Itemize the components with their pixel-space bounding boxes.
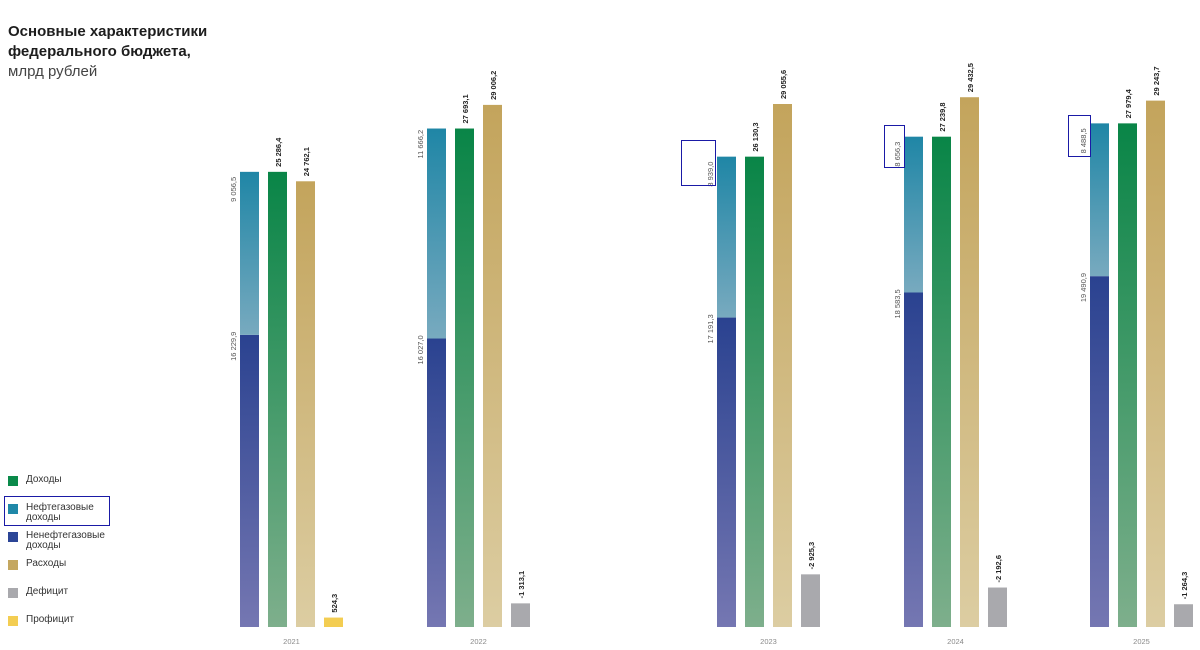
year-label-2021: 2021 [283,637,300,646]
legend-label-surplus: Профицит [26,614,75,625]
label-expense-2023: 29 055,6 [779,70,788,99]
label-nonoil-2022: 16 027,0 [416,335,425,364]
year-label-2025: 2025 [1133,637,1150,646]
highlight-legend-oilgas [4,496,110,526]
legend: Доходы Нефтегазовые доходы Ненефтегазовы… [8,474,118,642]
legend-item-deficit: Дефицит [8,586,118,614]
legend-item-oilgas: Нефтегазовые доходы [8,502,118,530]
legend-item-expense: Расходы [8,558,118,586]
label-balance-2022: -1 313,1 [517,571,526,599]
year-label-2022: 2022 [470,637,487,646]
label-income-2023: 26 130,3 [751,122,760,151]
bar-balance-2022 [511,603,530,627]
label-nonoil-2025: 19 490,9 [1079,273,1088,302]
label-oilgas-2021: 9 056,5 [229,177,238,202]
bar-nonoil-2025 [1090,276,1109,627]
bar-balance-2023 [801,574,820,627]
label-income-2024: 27 239,8 [938,102,947,131]
label-expense-2021: 24 762,1 [302,147,311,176]
year-label-2023: 2023 [760,637,777,646]
chart-header: Основные характеристики федерального бюд… [8,22,238,82]
bar-expense-2022 [483,104,502,627]
label-expense-2025: 29 243,7 [1152,66,1161,95]
legend-label-expense: Расходы [26,558,67,569]
label-income-2022: 27 693,1 [461,94,470,123]
chart-title: Основные характеристики федерального бюд… [8,23,208,60]
bar-expense-2023 [773,103,792,627]
bar-expense-2024 [960,97,979,628]
highlight-oilgas-2025 [1068,115,1091,157]
bar-balance-2025 [1174,604,1193,627]
legend-swatch-nonoil [8,532,18,542]
bar-oilgas-2023 [717,156,736,318]
legend-label-nonoil: Ненефтегазовые доходы [26,530,105,551]
label-nonoil-2023: 17 191,3 [706,314,715,343]
legend-swatch-income [8,476,18,486]
legend-item-surplus: Профицит [8,614,118,642]
bar-income-2022 [455,128,474,627]
highlight-oilgas-2024 [884,125,905,168]
label-balance-2025: -1 264,3 [1180,572,1189,600]
bar-balance-2024 [988,587,1007,627]
bar-income-2025 [1118,123,1137,628]
legend-label-deficit: Дефицит [26,586,69,597]
bar-oilgas-2024 [904,136,923,293]
label-balance-2024: -2 192,6 [994,555,1003,583]
bar-income-2024 [932,136,951,627]
legend-label-oilgas: Нефтегазовые доходы [26,502,94,523]
bar-income-2021 [268,171,287,628]
year-label-2024: 2024 [947,637,964,646]
chart-subtitle: млрд рублей [8,63,98,80]
label-expense-2022: 29 006,2 [489,71,498,100]
label-income-2025: 27 979,4 [1124,88,1133,118]
bar-nonoil-2022 [427,338,446,627]
label-nonoil-2021: 16 229,9 [229,332,238,361]
label-expense-2024: 29 432,5 [966,63,975,92]
bar-balance-2021 [324,617,343,627]
highlight-oilgas-2023 [681,140,716,186]
bar-expense-2021 [296,181,315,627]
bar-oilgas-2021 [240,171,259,335]
bar-nonoil-2021 [240,334,259,627]
label-balance-2021: 524,3 [330,594,339,613]
label-oilgas-2025: 8 488,5 [1079,128,1088,153]
label-balance-2023: -2 925,3 [807,542,816,570]
label-income-2021: 25 286,4 [274,137,283,167]
bar-oilgas-2022 [427,128,446,339]
legend-item-nonoil: Ненефтегазовые доходы [8,530,118,558]
label-nonoil-2024: 18 583,5 [893,289,902,318]
legend-item-income: Доходы [8,474,118,502]
label-oilgas-2024: 8 656,3 [893,142,902,167]
label-oilgas-2022: 11 666,2 [416,130,425,159]
bar-expense-2025 [1146,100,1165,627]
legend-swatch-surplus [8,616,18,626]
bar-nonoil-2024 [904,292,923,627]
bar-income-2023 [745,156,764,627]
legend-swatch-oilgas [8,504,18,514]
legend-label-income: Доходы [26,474,62,485]
legend-swatch-expense [8,560,18,570]
label-oilgas-2023: 8 939,0 [706,162,715,187]
bar-oilgas-2025 [1090,123,1109,277]
legend-swatch-deficit [8,588,18,598]
bar-nonoil-2023 [717,317,736,627]
